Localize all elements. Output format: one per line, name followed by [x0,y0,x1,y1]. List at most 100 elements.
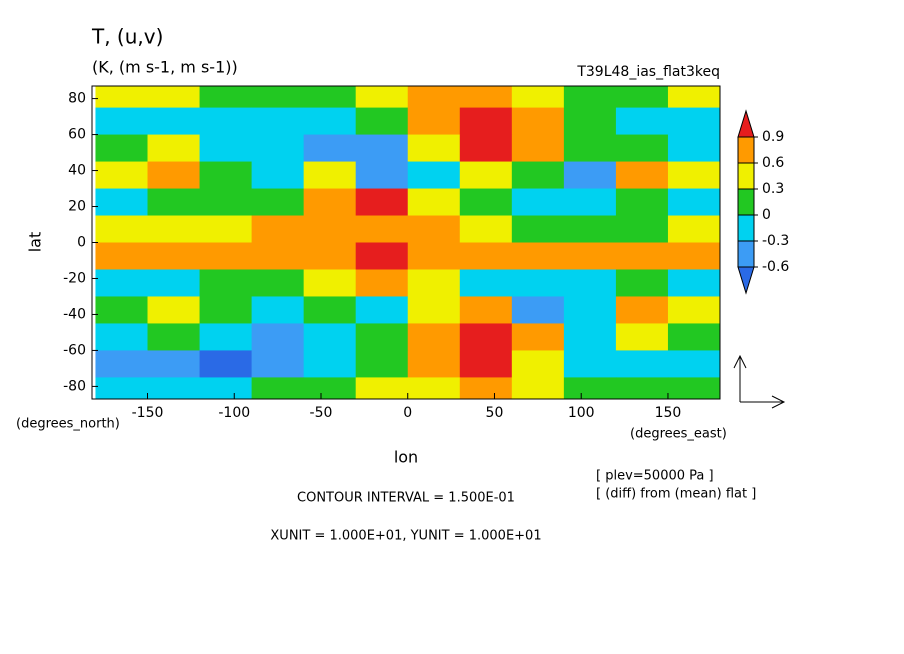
colorbar-label: 0.9 [762,129,784,145]
cell [355,323,409,351]
cell [563,269,617,297]
cell [459,350,513,378]
cell [147,269,201,297]
cell [147,323,201,351]
cell [511,188,565,217]
cell [511,161,565,190]
cell [303,350,357,378]
x-tick-label: -100 [218,405,250,421]
cell [303,242,357,270]
cell [615,377,669,400]
cell [251,188,305,217]
cell [459,86,513,109]
cell [511,134,565,163]
cell [147,134,201,163]
note: [ plev=50000 Pa ] [596,469,714,484]
cell [147,188,201,217]
cell [667,242,721,270]
cell [511,269,565,297]
cell [563,350,617,378]
cell [251,86,305,109]
x-tick-label: 150 [655,405,682,421]
contour-interval: CONTOUR INTERVAL = 1.500E-01 [297,491,515,506]
colorbar-label: 0.3 [762,181,784,197]
cell [615,107,669,136]
run-name: T39L48_ias_flat3keq [576,64,720,80]
cell [563,323,617,351]
cell [199,107,253,136]
cell [615,86,669,109]
cell [563,215,617,243]
cell [407,188,461,217]
cell [459,215,513,243]
cell [95,323,149,351]
y-axis-label: lat [26,232,45,253]
chart-subtitle: (K, (m s-1, m s-1)) [92,58,238,77]
cell [147,242,201,270]
cell [251,161,305,190]
cell [355,377,409,400]
cell [667,215,721,243]
y-unit-label: (degrees_north) [16,417,120,432]
cell [199,242,253,270]
cell [199,377,253,400]
cell [511,215,565,243]
y-tick-label: 0 [77,235,86,251]
cell [95,161,149,190]
cell [615,323,669,351]
cell [615,188,669,217]
cell [459,377,513,400]
cell [511,86,565,109]
colorbar-label: -0.6 [762,259,789,275]
cell [95,269,149,297]
cell [199,296,253,324]
cell [147,377,201,400]
colorbar-segment [737,162,755,190]
cell [667,188,721,217]
cell [563,242,617,270]
cell [95,350,149,378]
cell [95,215,149,243]
note: [ (diff) from (mean) flat ] [596,487,756,502]
cell [407,323,461,351]
cell [459,161,513,190]
field [95,86,721,400]
cell [355,215,409,243]
cell [667,377,721,400]
cell [459,134,513,163]
cell [95,296,149,324]
colorbar-label: 0 [762,207,771,223]
cell [511,377,565,400]
cell [615,269,669,297]
colorbar-label: -0.3 [762,233,789,249]
cell [95,86,149,109]
colorbar-tip [737,109,755,138]
cell [667,323,721,351]
cell [199,188,253,217]
y-tick-label: 60 [68,127,86,143]
cell [95,242,149,270]
cell [563,161,617,190]
y-tick-label: -60 [63,342,86,358]
cell [147,215,201,243]
cell [459,242,513,270]
cell [511,323,565,351]
cell [303,215,357,243]
cell [459,107,513,136]
cell [147,107,201,136]
cell [511,107,565,136]
axes: -150 -100 -50 0 50 100 150 -80 -60 -40 -20 0 20 40 60 8… [63,85,721,421]
chart-title: T, (u,v) [91,25,163,49]
cell [355,269,409,297]
colorbar-segment [737,136,755,164]
cell [303,161,357,190]
x-unit-label: (degrees_east) [630,427,727,442]
cell [459,269,513,297]
cell [355,86,409,109]
y-tick-label: 80 [68,91,86,107]
arrow [733,354,747,402]
cell [251,350,305,378]
cell [563,134,617,163]
cell [199,134,253,163]
